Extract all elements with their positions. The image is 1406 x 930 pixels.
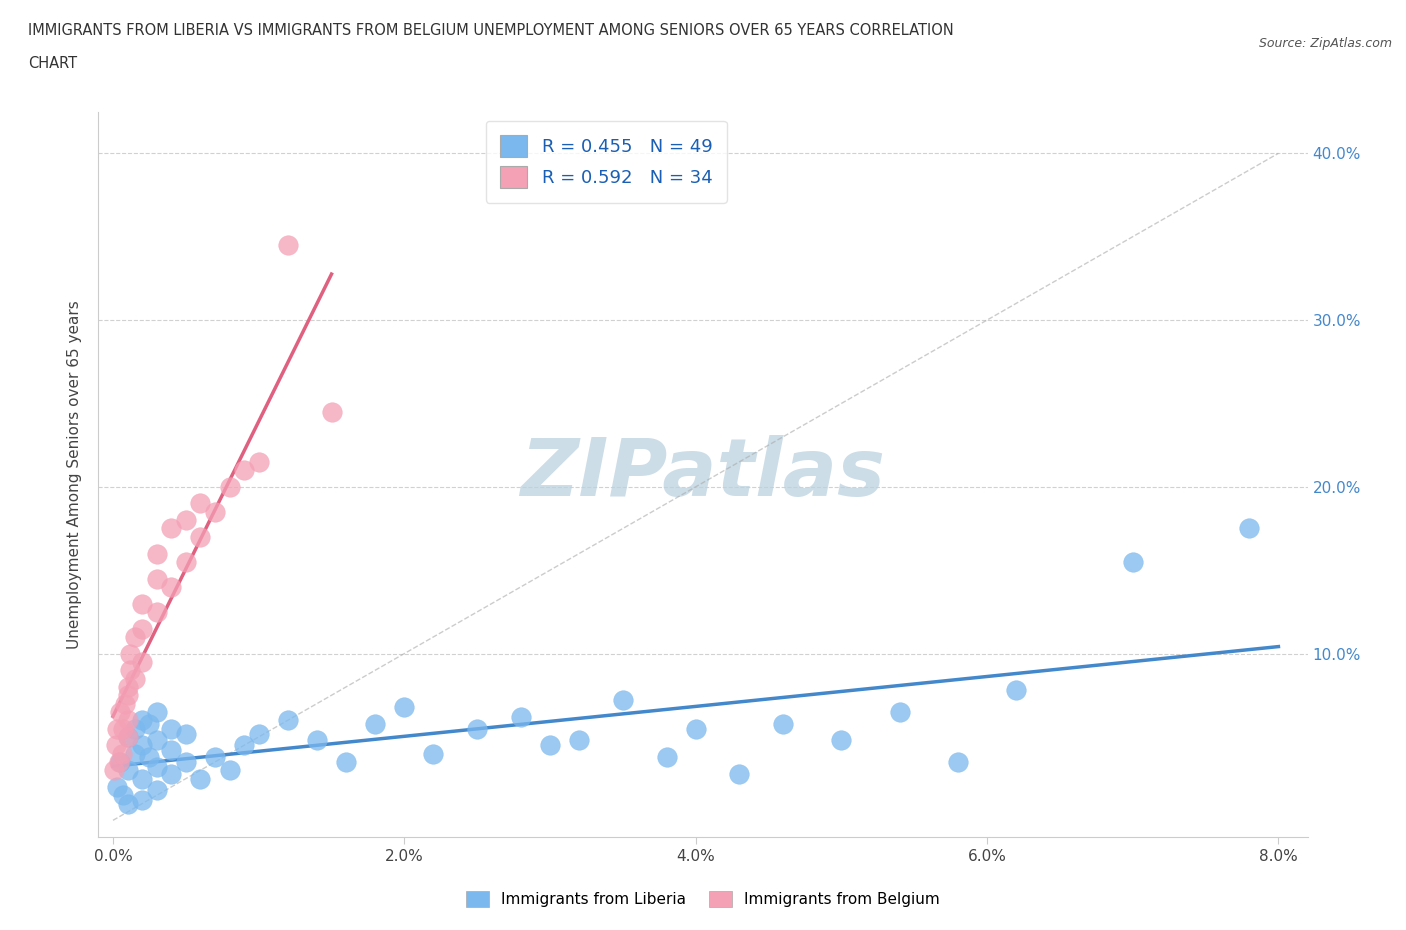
Point (233, 463, 256, 478)
Point (160, 579, 183, 594)
Text: IMMIGRANTS FROM LIBERIA VS IMMIGRANTS FROM BELGIUM UNEMPLOYMENT AMONG SENIORS OV: IMMIGRANTS FROM LIBERIA VS IMMIGRANTS FR… (28, 23, 953, 38)
Point (247, 455, 270, 470)
Point (117, 729, 139, 744)
Point (160, 521, 183, 536)
Point (111, 746, 134, 761)
Point (174, 726, 197, 741)
Point (335, 754, 357, 769)
Point (174, 554, 197, 569)
Point (110, 705, 132, 720)
Point (104, 737, 127, 752)
Point (145, 783, 167, 798)
Point (124, 671, 146, 686)
Point (145, 760, 167, 775)
Point (145, 604, 167, 619)
Point (145, 571, 167, 586)
Point (174, 512, 197, 527)
Point (117, 688, 139, 703)
Point (174, 754, 197, 769)
Point (509, 710, 531, 724)
Point (124, 721, 146, 736)
Point (110, 754, 132, 769)
Point (117, 729, 139, 744)
Text: Source: ZipAtlas.com: Source: ZipAtlas.com (1258, 37, 1392, 50)
Point (124, 746, 146, 761)
Point (117, 763, 139, 777)
Text: ZIPatlas: ZIPatlas (520, 435, 886, 513)
Point (131, 712, 153, 727)
Point (889, 705, 911, 720)
Point (946, 754, 969, 769)
Point (190, 771, 212, 786)
Point (465, 721, 488, 736)
Point (568, 733, 591, 748)
Point (1005, 683, 1028, 698)
Point (138, 716, 160, 731)
Point (190, 496, 212, 511)
Point (772, 716, 794, 731)
Point (117, 796, 139, 811)
Point (105, 779, 128, 794)
Point (247, 726, 270, 741)
Point (277, 237, 299, 252)
Point (105, 721, 128, 736)
Point (160, 743, 183, 758)
Point (117, 712, 139, 727)
Legend: Immigrants from Liberia, Immigrants from Belgium: Immigrants from Liberia, Immigrants from… (460, 884, 946, 913)
Point (538, 737, 561, 752)
Point (131, 771, 153, 786)
Point (364, 716, 387, 731)
Point (233, 737, 256, 752)
Point (131, 655, 153, 670)
Point (204, 504, 226, 519)
Point (160, 766, 183, 781)
Point (112, 721, 135, 736)
Point (160, 721, 183, 736)
Point (145, 705, 167, 720)
Point (394, 699, 416, 714)
Point (131, 737, 153, 752)
Point (124, 630, 146, 644)
Point (422, 746, 444, 761)
Point (108, 754, 131, 769)
Point (218, 763, 240, 777)
Point (655, 750, 678, 764)
Point (277, 712, 299, 727)
Point (120, 663, 142, 678)
Y-axis label: Unemployment Among Seniors over 65 years: Unemployment Among Seniors over 65 years (67, 300, 83, 649)
Point (145, 733, 167, 748)
Point (685, 721, 707, 736)
Point (1122, 554, 1144, 569)
Text: CHART: CHART (28, 56, 77, 71)
Point (830, 733, 852, 748)
Legend: R = 0.455   N = 49, R = 0.592   N = 34: R = 0.455 N = 49, R = 0.592 N = 34 (485, 121, 727, 203)
Point (218, 479, 240, 494)
Point (103, 763, 125, 777)
Point (1239, 521, 1261, 536)
Point (204, 750, 226, 764)
Point (305, 733, 328, 748)
Point (190, 529, 212, 544)
Point (612, 693, 634, 708)
Point (114, 697, 136, 711)
Point (321, 405, 343, 419)
Point (120, 646, 142, 661)
Point (138, 750, 160, 764)
Point (112, 788, 135, 803)
Point (145, 546, 167, 561)
Point (131, 793, 153, 808)
Point (117, 680, 139, 695)
Point (131, 621, 153, 636)
Point (131, 596, 153, 611)
Point (728, 766, 751, 781)
